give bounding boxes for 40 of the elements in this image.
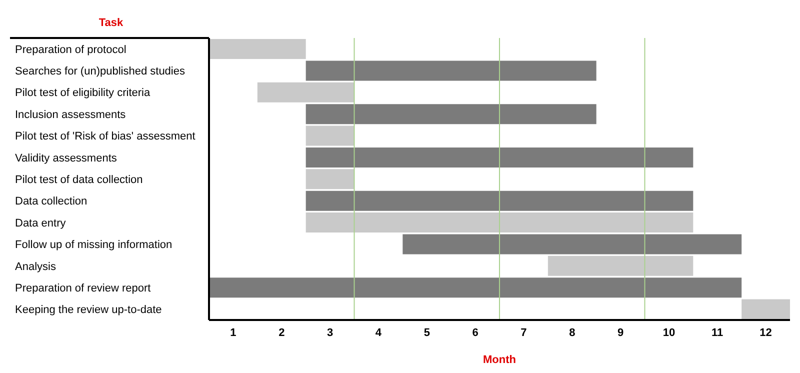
y-tick-label: Inclusion assessments [15, 108, 126, 121]
y-tick-label: Analysis [15, 260, 56, 273]
y-tick-label: Keeping the review up-to-date [15, 304, 162, 316]
x-tick-label: 12 [760, 326, 772, 339]
bar [306, 169, 354, 190]
y-tick-label: Pilot test of data collection [15, 174, 143, 186]
bar [257, 82, 354, 102]
x-tick-label: 9 [617, 326, 624, 339]
x-tick-label: 8 [569, 326, 576, 339]
x-tick-label: 11 [712, 326, 724, 339]
x-axis-title: Month [483, 354, 516, 366]
bar [306, 190, 694, 211]
y-tick-label: Searches for (un)published studies [15, 66, 186, 78]
bar [742, 299, 790, 320]
y-tick-label: Data entry [15, 217, 66, 230]
bar [306, 212, 694, 233]
x-tick-label: 1 [230, 326, 236, 339]
y-tick-label: Preparation of protocol [15, 44, 126, 56]
x-tick-label: 2 [278, 326, 285, 339]
y-tick-label: Follow up of missing information [15, 239, 172, 252]
bar [402, 234, 742, 254]
y-tick-label: Validity assessments [15, 152, 118, 164]
x-tick-label: 10 [662, 326, 676, 339]
bar [306, 147, 694, 168]
y-tick-label: Preparation of review report [15, 282, 151, 294]
x-tick-label: 7 [520, 326, 527, 339]
x-tick-label: 5 [424, 326, 430, 339]
x-tick-label: 3 [326, 326, 334, 339]
y-axis-title: Task [98, 17, 124, 29]
bar [548, 256, 694, 276]
bar [209, 278, 742, 298]
x-tick-label: 6 [472, 326, 478, 339]
bar [306, 104, 596, 124]
y-tick-label: Data collection [15, 196, 88, 208]
bar [306, 126, 354, 146]
y-tick-label: Pilot test of eligibility criteria [15, 87, 151, 100]
x-tick-label: 4 [375, 326, 382, 339]
bar [209, 39, 306, 59]
y-tick-label: Pilot test of 'Risk of bias' assessment [15, 130, 196, 143]
bar [306, 60, 596, 81]
